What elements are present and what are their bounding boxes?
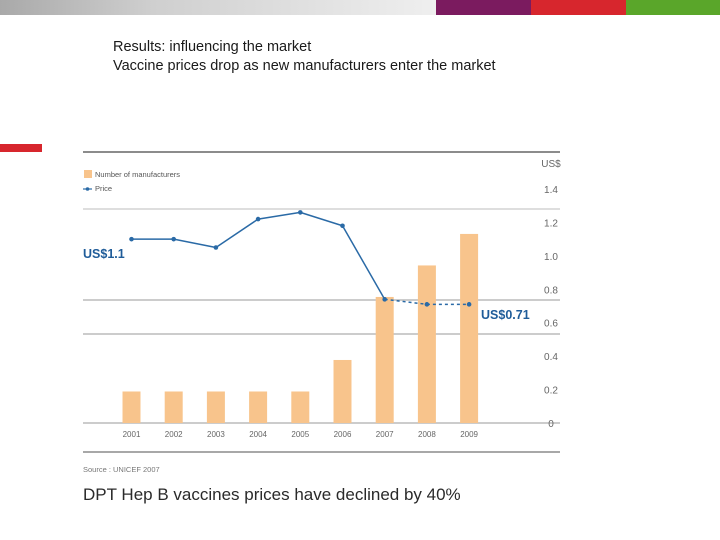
- bar-manufacturers: [333, 359, 352, 423]
- bar-manufacturers: [206, 391, 225, 423]
- price-point: [466, 302, 472, 307]
- legend-label-price: Price: [95, 184, 112, 193]
- top-color-strip: [0, 0, 720, 15]
- price-point: [298, 210, 303, 215]
- strip-red-segment: [531, 0, 626, 15]
- price-line-segment: [341, 225, 386, 300]
- title-line-1: Results: influencing the market: [113, 39, 312, 55]
- bar-manufacturers: [291, 391, 310, 423]
- legend-label-manufacturers: Number of manufacturers: [95, 170, 180, 179]
- strip-gray-segment: [0, 0, 436, 15]
- x-axis-tick-label: 2003: [207, 430, 225, 439]
- x-axis-tick-label: 2009: [460, 430, 478, 439]
- chart-source-note: Source : UNICEF 2007: [83, 465, 160, 474]
- price-point: [171, 236, 176, 242]
- price-line-segment-dashed: [384, 298, 427, 306]
- price-line-segment: [173, 238, 217, 249]
- x-axis-tick-label: 2004: [249, 430, 267, 439]
- bar-manufacturers: [460, 233, 479, 423]
- x-axis-tick-label: 2001: [123, 430, 141, 439]
- price-point: [129, 236, 134, 242]
- title-line-2: Vaccine prices drop as new manufacturers…: [113, 58, 496, 74]
- slide-title: Results: influencing the market Vaccine …: [113, 38, 496, 76]
- price-line-segment: [300, 211, 343, 227]
- bar-manufacturers: [417, 265, 436, 423]
- legend-swatch-manufacturers: [84, 170, 92, 178]
- annotation-start-price: US$1.1: [83, 247, 125, 261]
- bar-manufacturers: [375, 296, 394, 423]
- right-axis-tick-label: 1.2: [544, 218, 558, 229]
- slide-caption: DPT Hep B vaccines prices have declined …: [83, 485, 461, 504]
- x-axis-tick-label: 2006: [334, 430, 352, 439]
- bar-manufacturers: [164, 391, 183, 423]
- price-point: [255, 216, 261, 222]
- price-line-segment: [215, 218, 259, 249]
- side-accent-bar: [0, 144, 42, 152]
- x-axis-tick-label: 2008: [418, 430, 436, 439]
- strip-purple-segment: [436, 0, 531, 15]
- right-axis-tick-label: 0: [548, 419, 554, 430]
- bar-manufacturers: [249, 391, 268, 423]
- right-axis-tick-label: 0.2: [544, 386, 558, 397]
- annotation-end-price: US$0.71: [481, 308, 530, 322]
- legend-swatch-price-dot: [85, 187, 90, 191]
- right-axis-label: US$: [541, 159, 561, 170]
- x-axis-tick-label: 2002: [165, 430, 183, 439]
- right-axis-tick-label: 0.4: [544, 352, 558, 363]
- strip-green-segment: [626, 0, 720, 15]
- price-point: [382, 297, 388, 302]
- price-point: [213, 245, 219, 250]
- right-axis-tick-label: 1.4: [544, 185, 558, 196]
- x-axis-tick-label: 2005: [291, 430, 309, 439]
- price-line-segment: [257, 211, 301, 220]
- x-axis-tick-label: 2007: [376, 430, 394, 439]
- right-axis-tick-label: 0.6: [544, 319, 558, 330]
- price-point: [340, 223, 345, 229]
- right-axis-tick-label: 1.0: [544, 252, 558, 263]
- right-axis-tick-label: 0.8: [544, 285, 558, 296]
- bar-manufacturers: [122, 391, 141, 423]
- price-point: [424, 302, 430, 307]
